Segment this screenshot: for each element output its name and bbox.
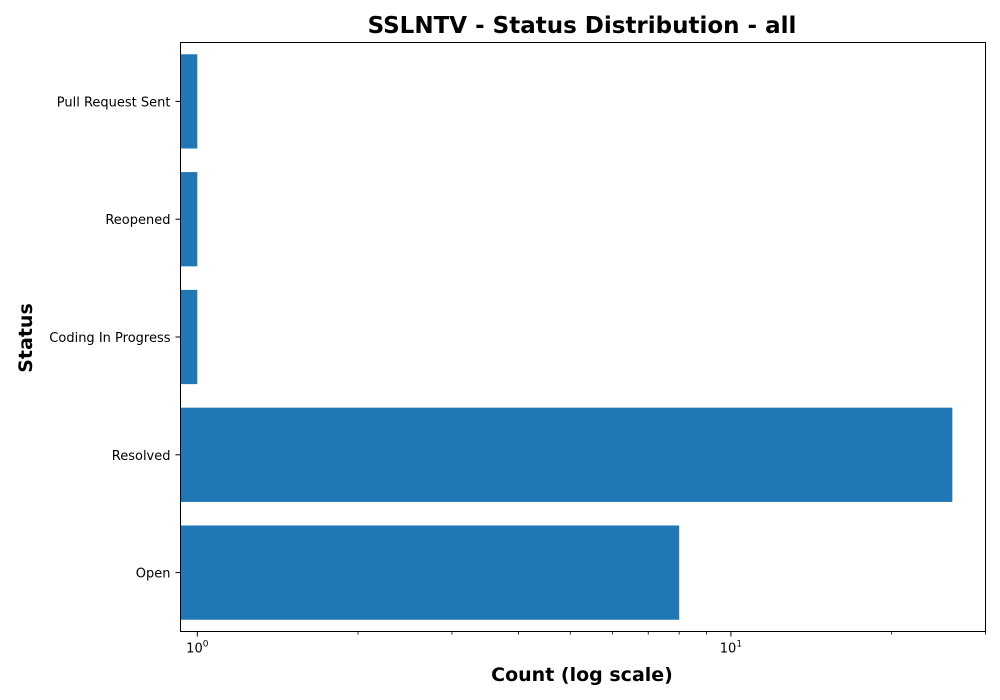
bar-reopened	[180, 172, 198, 267]
y-tick-label: Pull Request Sent	[57, 95, 171, 110]
y-tick-label: Coding In Progress	[49, 331, 170, 346]
x-tick-label: 100	[186, 640, 209, 657]
bar-resolved	[180, 407, 953, 502]
x-axis-title: Count (log scale)	[491, 664, 673, 686]
y-tick-label: Open	[136, 567, 171, 582]
x-tick-label: 101	[720, 640, 742, 657]
plot-area: Open Resolved Coding In Progress Reopened Pu…	[49, 54, 986, 657]
y-tick-label: Reopened	[105, 213, 170, 228]
bar-coding-in-progress	[180, 289, 198, 385]
bar-pull-request-sent	[180, 54, 198, 149]
bar-open	[180, 525, 680, 620]
y-tick-label: Resolved	[112, 449, 171, 464]
plot-frame	[180, 42, 986, 632]
y-axis-title: Status	[15, 303, 37, 373]
chart-title: SSLNTV - Status Distribution - all	[368, 13, 797, 39]
